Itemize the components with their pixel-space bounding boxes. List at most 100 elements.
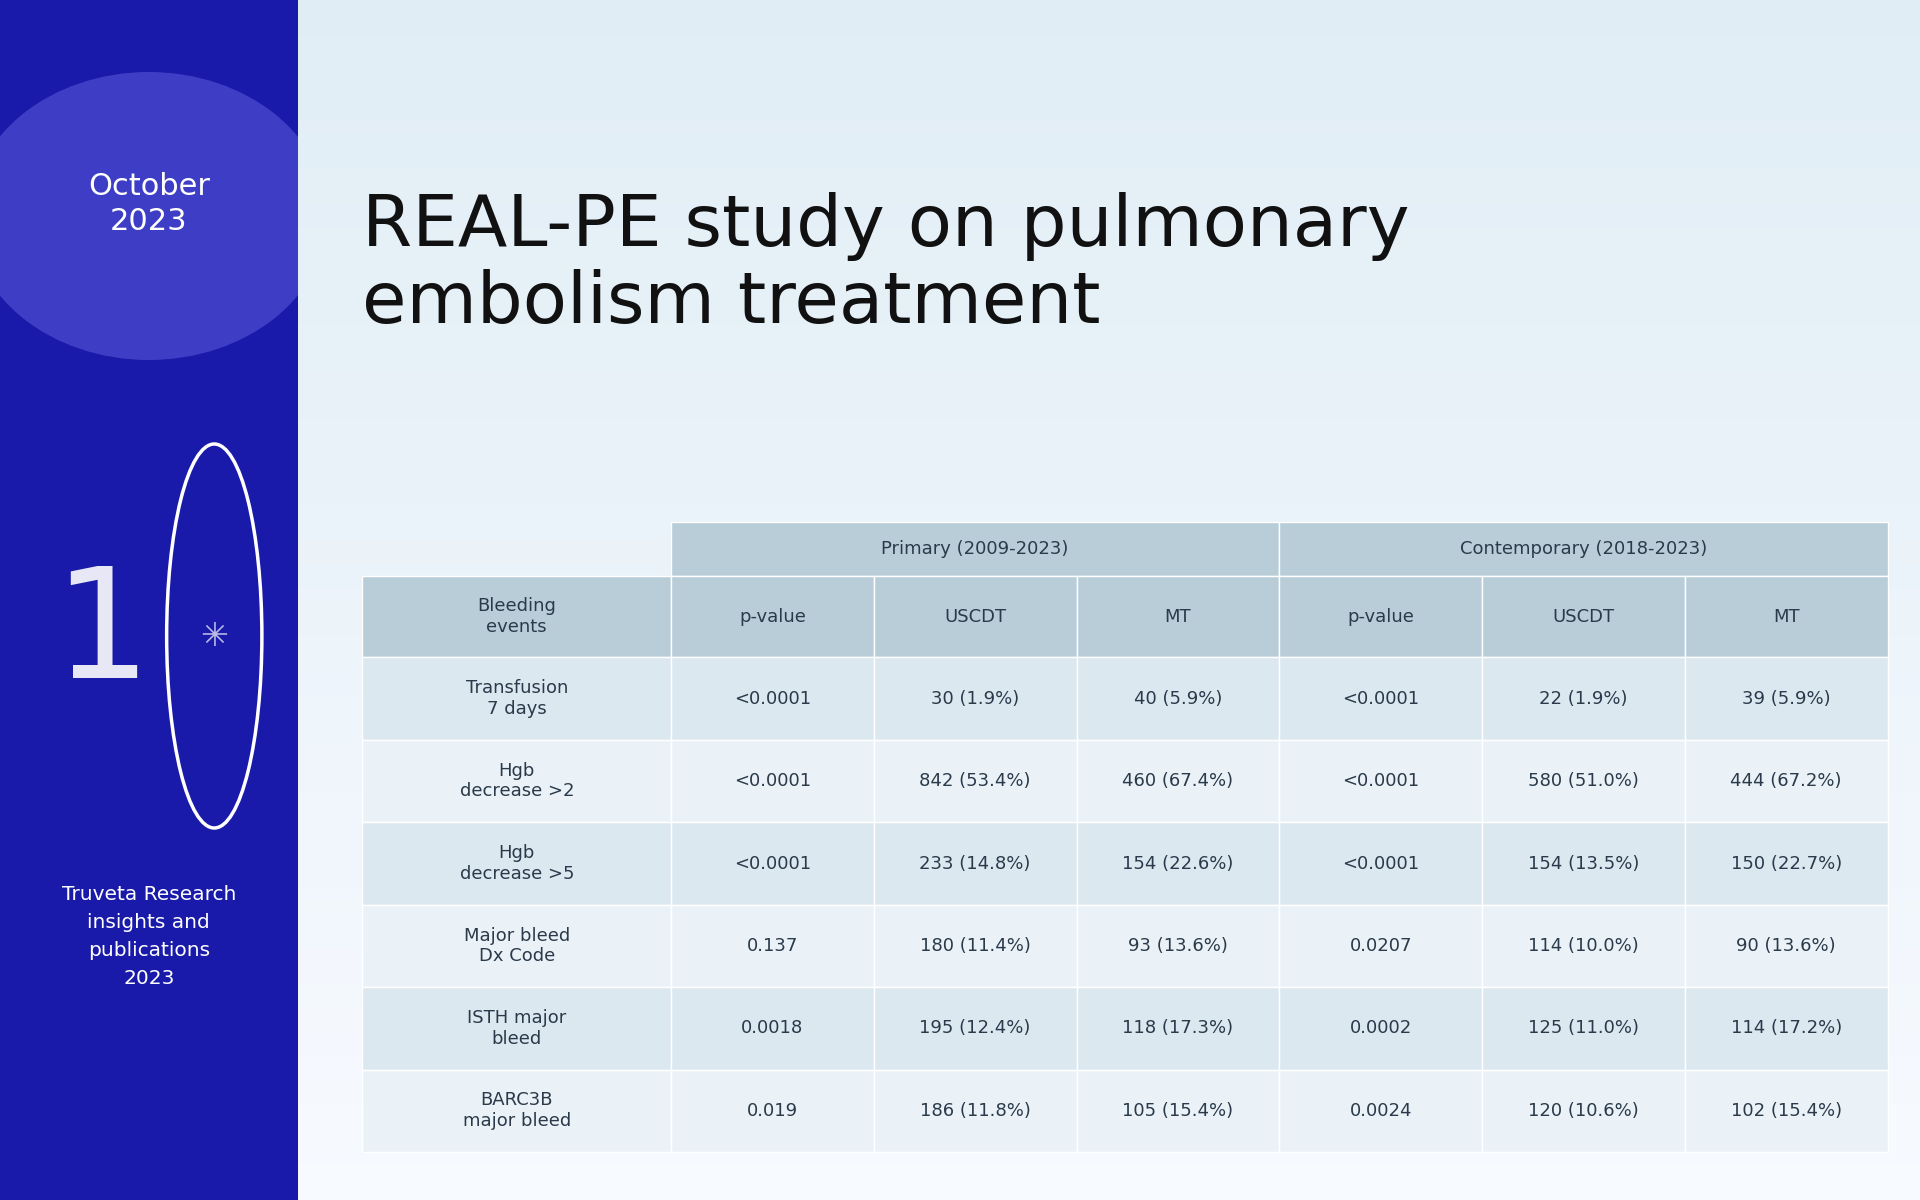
Text: Primary (2009-2023): Primary (2009-2023) (881, 540, 1069, 558)
Bar (298, 360, 1920, 372)
FancyBboxPatch shape (874, 988, 1077, 1069)
Text: 105 (15.4%): 105 (15.4%) (1123, 1102, 1233, 1120)
FancyBboxPatch shape (874, 576, 1077, 658)
Bar (298, 72, 1920, 84)
Bar (298, 216, 1920, 228)
Bar (298, 180, 1920, 192)
Bar (298, 324, 1920, 336)
Bar (298, 480, 1920, 492)
Bar (298, 504, 1920, 516)
Bar (298, 396, 1920, 408)
FancyBboxPatch shape (1279, 905, 1482, 988)
FancyBboxPatch shape (670, 522, 1279, 576)
FancyBboxPatch shape (1077, 740, 1279, 822)
Bar (298, 660, 1920, 672)
FancyBboxPatch shape (1482, 1069, 1684, 1152)
Bar (298, 900, 1920, 912)
Bar (298, 36, 1920, 48)
Bar (298, 576, 1920, 588)
FancyBboxPatch shape (874, 1069, 1077, 1152)
Text: USCDT: USCDT (1553, 607, 1615, 625)
Bar (298, 1152, 1920, 1164)
FancyBboxPatch shape (874, 740, 1077, 822)
Bar (298, 552, 1920, 564)
Text: 40 (5.9%): 40 (5.9%) (1133, 690, 1223, 708)
Bar (298, 204, 1920, 216)
FancyBboxPatch shape (874, 658, 1077, 740)
Text: 0.0002: 0.0002 (1350, 1019, 1411, 1037)
Text: MT: MT (1772, 607, 1799, 625)
Text: 0.137: 0.137 (747, 937, 799, 955)
Text: <0.0001: <0.0001 (733, 772, 810, 790)
Text: 150 (22.7%): 150 (22.7%) (1730, 854, 1841, 872)
Bar (298, 672, 1920, 684)
Bar (298, 852, 1920, 864)
Text: 154 (13.5%): 154 (13.5%) (1528, 854, 1640, 872)
Bar (298, 540, 1920, 552)
Bar (298, 48, 1920, 60)
Text: Contemporary (2018-2023): Contemporary (2018-2023) (1459, 540, 1707, 558)
Text: 1: 1 (54, 562, 152, 710)
Bar (298, 732, 1920, 744)
Bar (298, 336, 1920, 348)
Bar (298, 168, 1920, 180)
Bar (298, 696, 1920, 708)
Text: 114 (17.2%): 114 (17.2%) (1730, 1019, 1841, 1037)
FancyBboxPatch shape (1279, 658, 1482, 740)
Bar (298, 132, 1920, 144)
FancyBboxPatch shape (363, 576, 670, 658)
Text: Hgb
decrease >5: Hgb decrease >5 (459, 844, 574, 883)
Bar (298, 720, 1920, 732)
Text: 460 (67.4%): 460 (67.4%) (1123, 772, 1233, 790)
Text: 118 (17.3%): 118 (17.3%) (1123, 1019, 1233, 1037)
Bar (298, 912, 1920, 924)
Bar (298, 192, 1920, 204)
Bar (298, 372, 1920, 384)
FancyBboxPatch shape (1077, 822, 1279, 905)
Bar (298, 1056, 1920, 1068)
Bar (298, 408, 1920, 420)
FancyBboxPatch shape (1684, 658, 1887, 740)
Bar (298, 996, 1920, 1008)
Bar (298, 0, 1920, 12)
Text: 180 (11.4%): 180 (11.4%) (920, 937, 1031, 955)
FancyBboxPatch shape (363, 1069, 670, 1152)
FancyBboxPatch shape (1077, 1069, 1279, 1152)
FancyBboxPatch shape (363, 740, 670, 822)
FancyBboxPatch shape (1482, 988, 1684, 1069)
Text: 195 (12.4%): 195 (12.4%) (920, 1019, 1031, 1037)
Text: 0.0018: 0.0018 (741, 1019, 804, 1037)
Bar (298, 864, 1920, 876)
Bar (298, 156, 1920, 168)
Text: 114 (10.0%): 114 (10.0%) (1528, 937, 1640, 955)
Text: 842 (53.4%): 842 (53.4%) (920, 772, 1031, 790)
FancyBboxPatch shape (1077, 576, 1279, 658)
FancyBboxPatch shape (670, 905, 874, 988)
Ellipse shape (0, 72, 326, 360)
Text: 22 (1.9%): 22 (1.9%) (1540, 690, 1628, 708)
Text: MT: MT (1165, 607, 1190, 625)
FancyBboxPatch shape (1077, 988, 1279, 1069)
Text: 444 (67.2%): 444 (67.2%) (1730, 772, 1841, 790)
Bar (298, 636, 1920, 648)
FancyBboxPatch shape (1279, 576, 1482, 658)
Bar (298, 300, 1920, 312)
Bar (298, 12, 1920, 24)
Bar (298, 984, 1920, 996)
Bar (298, 744, 1920, 756)
FancyBboxPatch shape (670, 1069, 874, 1152)
Bar (298, 252, 1920, 264)
FancyBboxPatch shape (1684, 905, 1887, 988)
Bar (298, 948, 1920, 960)
Bar (298, 516, 1920, 528)
FancyBboxPatch shape (1279, 988, 1482, 1069)
FancyBboxPatch shape (874, 822, 1077, 905)
FancyBboxPatch shape (1077, 905, 1279, 988)
Bar (298, 108, 1920, 120)
Bar (298, 1116, 1920, 1128)
Text: 125 (11.0%): 125 (11.0%) (1528, 1019, 1640, 1037)
FancyBboxPatch shape (1279, 1069, 1482, 1152)
FancyBboxPatch shape (1684, 576, 1887, 658)
Bar (298, 468, 1920, 480)
Text: REAL-PE study on pulmonary
embolism treatment: REAL-PE study on pulmonary embolism trea… (363, 192, 1409, 338)
